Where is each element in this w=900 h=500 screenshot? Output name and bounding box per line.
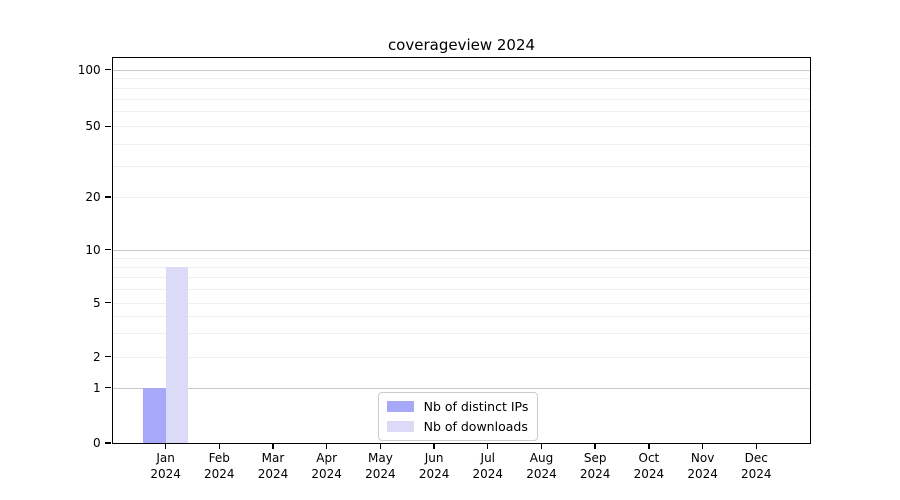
x-tick-month: Feb [208,451,230,466]
x-tick-month: Mar [261,451,285,466]
x-tick-month: Jul [480,451,496,466]
x-tick [701,443,704,449]
x-tick [272,443,274,449]
y-gridline-minor [112,98,810,100]
x-tick-year: 2024 [150,466,181,481]
bar-distinct-ips-jan [143,387,166,444]
x-tick-label: Jan 2024 [134,451,198,482]
y-tick-label: 100 [77,62,101,77]
x-tick-year: 2024 [526,466,557,481]
x-tick [218,443,220,449]
x-tick-label: Oct 2024 [617,451,681,482]
y-tick [104,196,112,198]
y-gridline-minor [112,332,810,334]
x-tick-month: Dec [744,451,768,466]
x-tick-label: May 2024 [348,451,412,482]
legend: Nb of distinct IPs Nb of downloads [377,391,539,441]
x-tick-label: Feb 2024 [187,451,251,482]
y-gridline-minor [112,78,810,80]
x-tick-label: Apr 2024 [295,451,359,482]
x-tick-year: 2024 [257,466,289,481]
x-tick [540,443,543,449]
y-gridline-minor [112,315,810,317]
y-tick [104,248,112,251]
x-tick-month: Aug [529,451,554,466]
y-gridline-minor [112,288,810,290]
y-tick-label: 10 [85,242,101,257]
x-tick [433,443,435,449]
x-tick [487,443,489,449]
y-tick [104,68,112,71]
legend-entry-downloads: Nb of downloads [386,418,529,435]
x-tick [594,443,596,449]
x-tick [379,443,382,449]
x-tick-year: 2024 [741,466,772,481]
x-tick-label: Sep 2024 [563,451,627,482]
x-tick-month: Apr [316,451,338,466]
legend-entry-distinct-ips: Nb of distinct IPs [386,398,529,415]
legend-swatch-distinct-ips [386,400,414,412]
plot-area: 0 1 2 5 10 20 50 100 Jan 2024 Feb 2024 Mar 2024 Apr 20… [78,56,811,481]
x-tick-year: 2024 [687,466,718,481]
y-gridline-major [112,249,810,251]
x-tick-label: Nov 2024 [671,451,735,482]
x-tick [648,443,650,449]
x-tick-year: 2024 [418,466,450,481]
x-tick-label: Jul 2024 [456,451,520,482]
x-tick-month: Sep [583,451,607,466]
y-gridline-minor [112,197,810,199]
x-tick-label: Aug 2024 [509,451,573,482]
y-tick [104,301,112,304]
x-tick-month: Jun [424,451,444,466]
y-gridline-minor [112,257,810,259]
legend-swatch-downloads [386,420,414,432]
y-gridline-minor [112,87,810,89]
bar-downloads-jan [165,266,189,444]
x-tick-month: Jan [156,451,175,466]
legend-label-distinct-ips: Nb of distinct IPs [423,398,529,414]
x-tick-year: 2024 [579,466,611,481]
x-tick-year: 2024 [311,466,342,481]
y-gridline-minor [112,143,810,145]
x-tick-year: 2024 [204,466,235,481]
y-tick-label: 0 [92,436,101,451]
x-tick [164,443,167,449]
y-gridline-minor [112,266,810,268]
y-tick-label: 20 [85,190,101,205]
y-gridline-minor [112,126,810,128]
y-gridline-minor [112,356,810,358]
y-gridline-minor [112,111,810,113]
y-gridline-major [112,387,810,389]
x-tick-month: Oct [638,451,660,466]
y-tick [104,386,112,389]
x-tick-label: Jun 2024 [402,451,466,482]
y-tick-label: 2 [92,349,101,364]
x-tick [325,443,328,449]
y-tick [104,125,112,127]
x-tick-month: May [367,451,393,466]
legend-label-downloads: Nb of downloads [423,418,528,434]
x-tick-month: Nov [690,451,715,466]
x-tick [755,443,757,449]
y-gridline-major [112,69,810,71]
y-gridline-minor [112,302,810,304]
y-tick-label: 5 [92,295,101,310]
y-gridline-minor [112,276,810,278]
y-tick [104,442,112,444]
chart-title: coverageview 2024 [387,36,536,54]
y-tick-label: 50 [85,119,101,134]
x-tick-year: 2024 [633,466,665,481]
x-tick-label: Dec 2024 [724,451,788,482]
y-tick-label: 1 [92,380,101,395]
x-tick-year: 2024 [472,466,504,481]
x-tick-label: Mar 2024 [241,451,305,482]
x-tick-year: 2024 [365,466,396,481]
y-gridline-minor [112,165,810,167]
y-tick [104,355,112,358]
